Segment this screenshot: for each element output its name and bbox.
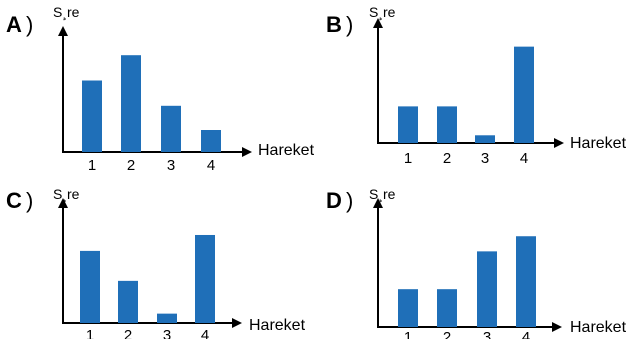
bar-4: [516, 236, 536, 327]
bar-1: [80, 250, 100, 323]
x-axis-label: Hareket: [570, 135, 627, 152]
bar-1: [398, 289, 418, 327]
bar-2: [437, 289, 457, 327]
chart-d: D) S¸re Hareket 1 2 3 4: [326, 186, 627, 339]
bar-2: [118, 280, 138, 323]
x-tick-label: 4: [520, 150, 528, 167]
option-letter: C: [6, 188, 22, 213]
x-tick-label: 4: [201, 327, 209, 339]
chart-b: B) S¸re Hareket 1 2 3 4: [326, 4, 627, 167]
x-axis-arrow: [232, 318, 242, 328]
x-axis-arrow: [242, 147, 252, 157]
bar-2: [121, 55, 141, 153]
x-tick-label: 1: [404, 329, 412, 339]
y-axis-arrow: [373, 198, 383, 208]
bar-3: [477, 251, 497, 327]
x-axis-arrow: [554, 138, 564, 148]
option-paren: ): [26, 12, 33, 37]
y-axis-arrow: [58, 198, 68, 208]
x-tick-label: 2: [443, 329, 451, 339]
option-letter: A: [6, 12, 22, 37]
y-axis-label: S¸re: [53, 186, 80, 202]
x-tick-label: 3: [163, 327, 171, 339]
bar-3: [475, 135, 495, 143]
y-axis-label: S¸re: [53, 4, 80, 20]
bar-3: [161, 105, 181, 152]
bar-4: [514, 46, 534, 143]
y-axis-arrow: [58, 26, 68, 36]
axes: [62, 34, 244, 153]
y-axis-arrow: [373, 18, 383, 28]
bar-1: [398, 106, 418, 143]
chart-a: A) S¸re Hareket 1 2 3 4: [6, 4, 315, 174]
chart-c: C) S¸re Hareket 1 2 3 4: [6, 186, 306, 339]
option-paren: ): [346, 12, 353, 37]
x-tick-label: 1: [404, 150, 412, 167]
x-axis-label: Hareket: [249, 317, 306, 334]
option-letter: D: [326, 188, 342, 213]
x-tick-label: 4: [522, 329, 530, 339]
x-tick-label: 1: [88, 157, 96, 174]
option-paren: ): [26, 188, 33, 213]
bar-2: [437, 106, 457, 143]
y-axis-label: S¸re: [369, 4, 396, 20]
bar-4: [195, 234, 215, 323]
x-tick-label: 3: [481, 150, 489, 167]
x-tick-label: 2: [127, 157, 135, 174]
x-axis-arrow: [552, 322, 562, 332]
x-tick-label: 1: [86, 327, 94, 339]
bar-3: [157, 313, 177, 323]
axes: [377, 26, 556, 144]
bar-1: [82, 80, 102, 152]
x-axis-label: Hareket: [258, 142, 315, 159]
x-tick-label: 2: [124, 327, 132, 339]
x-tick-label: 4: [207, 157, 215, 174]
x-axis-label: Hareket: [570, 319, 627, 336]
option-letter: B: [326, 12, 342, 37]
x-tick-label: 2: [443, 150, 451, 167]
option-paren: ): [346, 188, 353, 213]
x-tick-label: 3: [167, 157, 175, 174]
bar-4: [201, 130, 221, 152]
x-tick-label: 3: [483, 329, 491, 339]
y-axis-label: S¸re: [369, 186, 396, 202]
